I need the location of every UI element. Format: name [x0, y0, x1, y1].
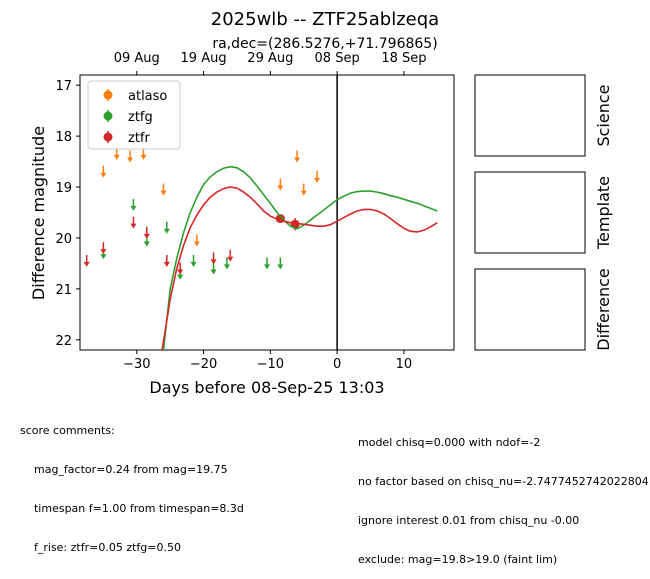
y-tick-label: 22: [55, 334, 72, 349]
y-axis-label: Difference magnitude: [29, 126, 48, 300]
model-comments: model chisq=0.000 with ndof=-2 no factor…: [358, 410, 649, 579]
upper-limit-arrow: [300, 190, 307, 196]
upper-limit-arrow: [140, 154, 147, 160]
thumbnail-panel: [474, 74, 586, 157]
y-tick-label: 20: [55, 232, 72, 247]
upper-limit-arrow: [193, 241, 200, 247]
plot-frame: [79, 74, 455, 351]
comment-line: f_rise: ztfr=0.05 ztfg=0.50: [20, 541, 181, 554]
legend-marker: [103, 90, 113, 100]
upper-limit-arrow: [100, 172, 107, 178]
top-tick-label: 08 Sep: [315, 51, 360, 66]
y-tick-label: 18: [55, 130, 72, 145]
legend-marker: [103, 111, 113, 121]
legend-label: atlaso: [128, 89, 167, 104]
thumbnail-label: Difference: [594, 268, 613, 350]
top-tick-label: 09 Aug: [114, 51, 160, 66]
x-tick-label: −20: [190, 357, 217, 372]
y-tick-label: 21: [55, 283, 72, 298]
top-tick-label: 19 Aug: [181, 51, 227, 66]
upper-limit-arrow: [130, 223, 137, 229]
comment-line: exclude: mag=19.8>19.0 (faint lim): [358, 553, 558, 566]
comment-line: score comments:: [20, 424, 115, 437]
legend-label: ztfg: [128, 110, 153, 125]
figure: 2025wlb -- ZTF25ablzeqa ra,dec=(286.5276…: [29, 9, 613, 397]
plot-area: −30 −20 −10 0 10 17 18 19 20 21 22 09 Aug 19 Aug 29 A…: [55, 51, 455, 372]
thumbnail-panel: [474, 171, 586, 254]
upper-limit-arrow: [277, 264, 284, 270]
thumbnail-label: Template: [594, 176, 613, 250]
upper-limit-arrow: [163, 228, 170, 234]
y-tick-label: 17: [55, 79, 72, 94]
upper-limit-arrow: [277, 185, 284, 191]
upper-limit-arrow: [264, 264, 270, 270]
comment-line: mag_factor=0.24 from mag=19.75: [20, 463, 228, 476]
x-axis-label: Days before 08-Sep-25 13:03: [149, 378, 384, 397]
y-tick-label: 19: [55, 181, 72, 196]
upper-limit-arrow: [100, 249, 107, 255]
chart-title: 2025wlb -- ZTF25ablzeqa: [211, 9, 439, 30]
x-tick-label: 0: [333, 357, 341, 372]
x-tick-label: −30: [123, 357, 150, 372]
top-tick-label: 29 Aug: [247, 51, 293, 66]
upper-limit-arrow: [130, 205, 137, 211]
thumbnail-panels: Science Template Difference: [474, 74, 613, 351]
upper-limit-arrow: [223, 264, 230, 270]
x-tick-label: −10: [257, 357, 284, 372]
thumbnail-label: Science: [594, 84, 613, 146]
upper-limit-arrow: [163, 261, 170, 267]
upper-limit-arrow: [160, 190, 167, 196]
upper-limit-arrow: [143, 241, 150, 247]
upper-limit-arrow: [143, 233, 150, 239]
top-tick-label: 18 Sep: [381, 51, 426, 66]
upper-limit-arrow: [177, 269, 184, 275]
model-curve: [162, 165, 438, 350]
x-tick-label: 10: [396, 357, 413, 372]
upper-limit-arrow: [100, 254, 107, 260]
upper-limit-arrow: [83, 261, 90, 267]
comment-line: no factor based on chisq_nu=-2.747745274…: [358, 475, 649, 488]
upper-limit-arrow: [210, 269, 217, 275]
comment-line: model chisq=0.000 with ndof=-2: [358, 436, 541, 449]
upper-limit-arrow: [210, 259, 217, 265]
comment-line: ignore interest 0.01 from chisq_nu -0.00: [358, 514, 580, 527]
legend-label: ztfr: [128, 131, 150, 146]
plot-contents: [83, 75, 438, 350]
upper-limit-arrow: [227, 256, 234, 262]
upper-limit-arrow: [177, 274, 184, 280]
upper-limit-arrow: [113, 154, 120, 160]
comment-line: timespan f=1.00 from timespan=8.3d: [20, 502, 244, 515]
score-comments: score comments: mag_factor=0.24 from mag…: [20, 398, 244, 567]
legend-marker: [103, 132, 113, 142]
model-curve: [161, 186, 438, 350]
thumbnail-panel: [474, 268, 586, 351]
chart-subtitle: ra,dec=(286.5276,+71.796865): [212, 36, 437, 52]
upper-limit-arrow: [294, 157, 301, 163]
upper-limit-arrow: [314, 177, 321, 183]
upper-limit-arrow: [190, 261, 197, 267]
upper-limit-arrow: [127, 157, 134, 163]
